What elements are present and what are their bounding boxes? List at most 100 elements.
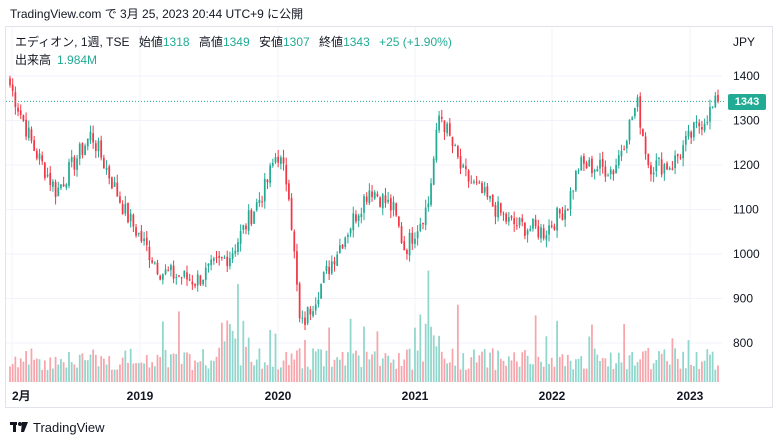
- candle-body: [60, 184, 62, 189]
- currency-label: JPY: [733, 35, 756, 49]
- candle-body: [261, 201, 263, 203]
- candle-body: [376, 193, 379, 197]
- volume-bar: [556, 320, 558, 382]
- candle-body: [714, 95, 717, 108]
- candle-body: [365, 196, 368, 202]
- volume-bar: [577, 358, 580, 382]
- candle-body: [172, 265, 175, 279]
- candle-body: [357, 215, 360, 221]
- volume-bar: [156, 354, 159, 382]
- volume-bar: [475, 362, 478, 382]
- candle-body: [392, 201, 395, 211]
- candle-body: [537, 226, 540, 238]
- candle-body: [411, 232, 414, 244]
- volume-bar: [596, 354, 599, 382]
- candle-body: [373, 192, 376, 199]
- candle-body: [674, 155, 676, 169]
- volume-bar: [542, 366, 545, 382]
- candle-body: [422, 222, 424, 225]
- volume-bar: [164, 349, 167, 382]
- volume-bar: [290, 353, 293, 382]
- candle-body: [14, 92, 17, 107]
- candle-body: [210, 259, 213, 266]
- volume-bar: [483, 348, 486, 382]
- candle-body: [542, 228, 545, 239]
- y-tick-label: 1300: [733, 114, 760, 128]
- candle-body: [43, 162, 46, 178]
- volume-bar: [25, 350, 27, 382]
- candle-body: [687, 130, 690, 137]
- volume-bar: [668, 364, 671, 382]
- candle-body: [644, 136, 647, 154]
- candle-body: [330, 261, 333, 274]
- volume-bar: [384, 353, 387, 382]
- candle-body: [220, 256, 223, 258]
- volume-bar: [218, 347, 221, 382]
- volume-bar: [33, 359, 36, 382]
- volume-bar: [655, 359, 658, 382]
- volume-bar: [108, 356, 111, 382]
- volume-bar: [666, 361, 668, 382]
- candle-body: [663, 164, 666, 174]
- volume-bar: [70, 362, 73, 382]
- candle-body: [94, 143, 97, 151]
- volume-bar: [347, 352, 349, 382]
- volume-bar: [175, 354, 178, 382]
- candle-body: [124, 203, 127, 214]
- volume-bar: [368, 359, 371, 382]
- volume-bar: [695, 351, 698, 382]
- volume-bar: [593, 348, 596, 382]
- close-label: 終値: [319, 35, 344, 49]
- volume-bar: [338, 359, 341, 382]
- volume-bar: [84, 360, 86, 382]
- volume-bar: [583, 368, 585, 382]
- candle-body: [545, 235, 548, 240]
- candle-body: [494, 205, 497, 217]
- x-tick-label: 2月: [12, 389, 31, 403]
- volume-bar: [478, 355, 481, 382]
- tradingview-logo[interactable]: TradingView: [10, 420, 105, 435]
- volume-bar: [92, 349, 95, 382]
- volume-bar: [180, 363, 183, 382]
- candle-body: [89, 131, 92, 141]
- volume-bar: [239, 365, 242, 382]
- volume-bar: [309, 369, 312, 382]
- candle-body: [161, 274, 164, 280]
- candle-body: [293, 231, 296, 252]
- candle-body: [207, 263, 210, 267]
- volume-bar: [612, 368, 615, 382]
- volume-bar: [263, 362, 266, 382]
- volume-bar: [172, 353, 175, 382]
- volume-bar: [400, 366, 403, 382]
- volume-bar: [194, 360, 196, 382]
- volume-bar: [266, 365, 269, 382]
- candle-body: [623, 149, 626, 151]
- candle-body: [572, 190, 575, 192]
- change-value: +25 (+1.90%): [379, 35, 452, 49]
- volume-bar: [617, 352, 620, 382]
- candle-body: [486, 186, 489, 197]
- volume-bar: [226, 320, 229, 382]
- volume-bar: [550, 357, 553, 382]
- volume-bar: [566, 354, 569, 382]
- candle-body: [400, 226, 403, 243]
- volume-bar: [403, 359, 406, 382]
- volume-bar: [121, 357, 124, 382]
- volume-bar: [615, 363, 617, 382]
- candle-body: [341, 244, 344, 249]
- volume-bar: [574, 359, 577, 382]
- candle-body: [234, 250, 237, 254]
- volume-bar: [153, 366, 156, 382]
- volume-bar: [446, 363, 449, 382]
- candle-body: [473, 181, 475, 183]
- volume-bar: [534, 315, 537, 382]
- candle-body: [119, 196, 121, 203]
- volume-bar: [73, 364, 76, 382]
- volume-bar: [341, 351, 344, 382]
- volume-bar: [422, 361, 424, 382]
- candle-body: [17, 107, 19, 112]
- volume-bar: [631, 351, 634, 382]
- y-tick-label: 800: [733, 336, 753, 350]
- x-tick-label: 2022: [539, 389, 566, 403]
